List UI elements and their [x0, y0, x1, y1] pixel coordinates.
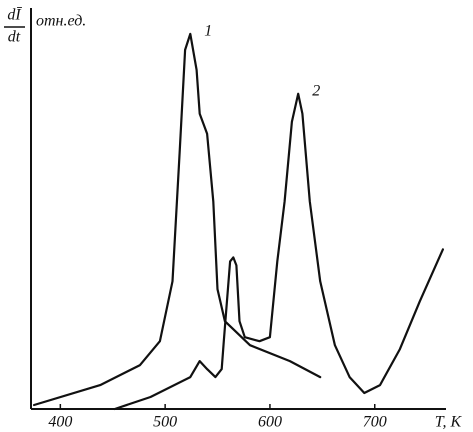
y-unit: отн.ед. — [36, 13, 86, 30]
x-tick-label: 500 — [153, 414, 177, 431]
x-label: T, K — [435, 414, 463, 431]
curve — [33, 32, 322, 407]
y-label-numerator: dĪ — [7, 7, 22, 24]
curve-label: 2 — [312, 82, 320, 99]
x-tick-label: 400 — [48, 414, 72, 431]
curve-label: 1 — [204, 23, 212, 40]
x-tick-label: 600 — [258, 414, 282, 431]
curve — [113, 92, 444, 411]
x-tick-label: 700 — [363, 414, 387, 431]
y-label-denominator: dt — [8, 29, 21, 46]
